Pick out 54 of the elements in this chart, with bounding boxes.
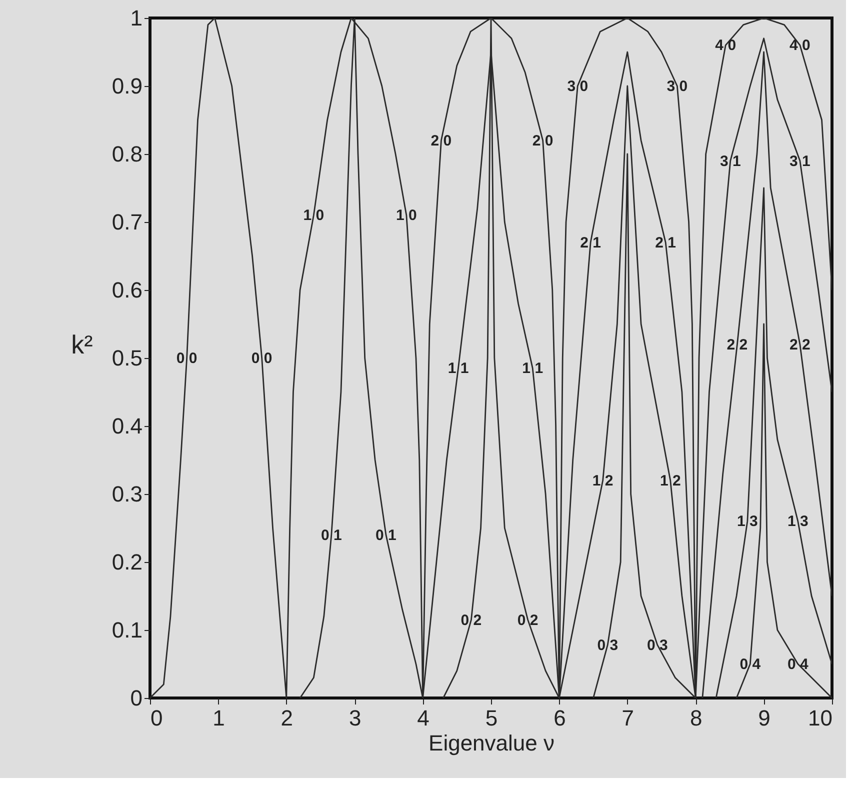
x-tick-label: 8 (690, 706, 702, 730)
y-tick-label: 0.4 (112, 414, 142, 438)
y-tick-label: 0.9 (112, 74, 142, 98)
y-tick-label: 0 (130, 686, 142, 710)
x-tick-label: 10 (808, 706, 832, 730)
annotation: 2 0 (532, 132, 554, 150)
x-axis-title: Eigenvalue ν (428, 730, 554, 756)
annotation: 2 2 (726, 336, 748, 354)
annotation: 1 1 (448, 360, 469, 378)
x-tick-label: 7 (622, 706, 634, 730)
annotation: 1 1 (522, 360, 544, 378)
x-tick-label: 9 (758, 706, 770, 730)
y-tick-label: 0.2 (112, 550, 142, 574)
x-tick-label: 5 (485, 706, 498, 730)
annotation: 2 1 (580, 234, 601, 252)
annotation: 0 4 (740, 656, 762, 673)
y-tick-label: 0.5 (112, 346, 142, 370)
y-tick-label: 0.7 (112, 210, 142, 234)
annotation: 0 3 (646, 636, 668, 654)
annotation: 1 2 (592, 472, 614, 490)
annotation: 2 0 (430, 132, 452, 150)
annotation: 1 0 (303, 207, 324, 224)
y-tick-label: 0.1 (112, 618, 142, 642)
y-tick-label: 0.3 (112, 482, 142, 506)
annotation: 0 1 (376, 526, 396, 544)
x-tick-label: 4 (417, 706, 430, 730)
annotation: 0 4 (787, 656, 809, 673)
x-tick-label: 0 (150, 706, 163, 730)
annotation: 1 2 (660, 472, 681, 490)
annotation: 0 3 (597, 636, 618, 654)
annotation: 3 0 (567, 78, 588, 95)
x-tick-label: 1 (212, 706, 225, 730)
annotation: 0 0 (251, 350, 272, 367)
x-tick-label: 2 (280, 706, 294, 730)
y-tick-label: 1 (130, 6, 142, 30)
annotation: 0 2 (517, 612, 538, 629)
annotation: 2 2 (790, 336, 810, 354)
x-tick-label: 6 (554, 706, 566, 730)
annotation: 0 2 (460, 612, 482, 629)
annotation: 3 1 (790, 152, 810, 170)
annotation: 3 1 (720, 152, 741, 170)
annotation: 0 0 (176, 350, 198, 367)
x-tick-label: 3 (348, 706, 362, 730)
annotation: 1 3 (787, 513, 808, 530)
annotation: 3 0 (666, 78, 688, 95)
y-axis-title: k² (71, 330, 94, 360)
annotation: 2 1 (655, 234, 676, 252)
annotation: 1 3 (737, 513, 758, 530)
annotation: 4 0 (790, 37, 810, 54)
annotation: 1 0 (396, 207, 417, 224)
y-tick-label: 0.8 (112, 142, 142, 166)
annotation: 4 0 (715, 37, 736, 54)
y-tick-label: 0.6 (112, 278, 142, 302)
annotation: 0 1 (320, 526, 342, 544)
